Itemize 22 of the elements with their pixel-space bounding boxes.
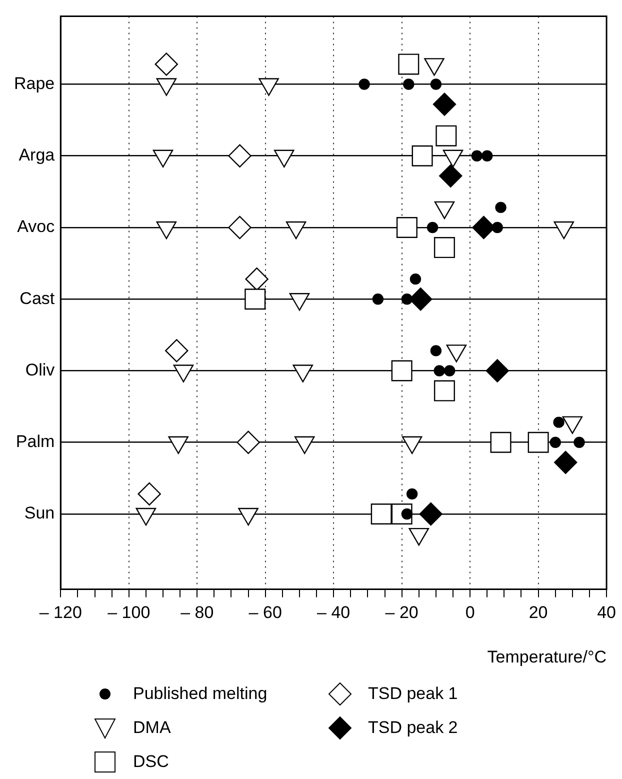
x-tick-label: – 100 <box>108 603 150 622</box>
y-tick-label: Sun <box>24 504 55 523</box>
legend-label: Published melting <box>133 684 268 704</box>
legend-label: DMA <box>133 718 171 738</box>
x-tick-label: – 40 <box>317 603 350 622</box>
y-tick-label: Arga <box>18 146 56 165</box>
y-tick-label: Oliv <box>25 360 56 380</box>
y-tick-label: Avoc <box>17 217 56 236</box>
x-tick-label: – 120 <box>39 603 82 622</box>
x-tick-label: – 60 <box>248 603 282 622</box>
y-tick-label: Rape <box>14 74 55 93</box>
legend-label: TSD peak 2 <box>368 718 458 738</box>
y-tick-label: Palm <box>16 432 55 452</box>
legend-label: TSD peak 1 <box>368 684 458 704</box>
x-tick-label: – 20 <box>385 603 418 622</box>
x-tick-label: – 80 <box>180 603 214 622</box>
x-tick-label: 0 <box>465 603 475 622</box>
x-tick-label: 40 <box>597 603 616 622</box>
x-axis-title: Temperature/°C <box>487 647 607 666</box>
x-tick-label: 20 <box>528 603 548 622</box>
legend-label: DSC <box>133 752 169 772</box>
y-tick-label: Cast <box>20 288 55 308</box>
